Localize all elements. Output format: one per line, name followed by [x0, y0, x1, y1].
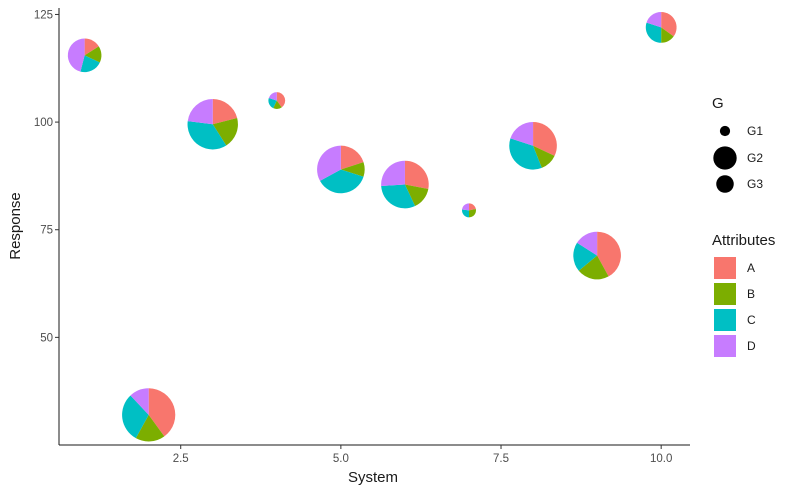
x-axis-ticks: 2.5 5.0 7.5 10.0 [173, 445, 672, 465]
size-legend-label: G1 [747, 124, 763, 138]
pie-slice-b [135, 414, 165, 442]
pie-point [645, 11, 677, 43]
x-tick-label: 5.0 [333, 453, 349, 465]
pie-slice-b [533, 145, 555, 168]
fill-legend-key-a [714, 257, 736, 279]
pie-slice-c [645, 22, 662, 43]
size-legend-label: G3 [747, 177, 763, 191]
pie-slice-c [268, 97, 277, 109]
pie-slice-d [130, 388, 149, 415]
pie-slice-a [661, 11, 677, 37]
pie-slice-b [578, 255, 609, 280]
pie-slice-b [340, 162, 365, 177]
y-tick-label: 75 [40, 225, 53, 237]
pie-point [317, 145, 365, 194]
x-tick-label: 7.5 [493, 453, 509, 465]
pie-slice-b [468, 209, 476, 218]
pie-point [509, 121, 557, 170]
x-axis-title: System [348, 469, 398, 486]
pie-point [268, 92, 286, 109]
pie-point [573, 231, 621, 280]
size-legend-key [719, 125, 731, 137]
pie-slice-c [187, 121, 227, 150]
fill-legend-label: A [747, 261, 755, 275]
pie-slice-a [212, 99, 238, 125]
pie-point [67, 38, 102, 73]
fill-legend-key-b [714, 283, 736, 305]
y-tick-label: 125 [34, 9, 53, 21]
y-tick-label: 50 [40, 332, 53, 344]
pie-slice-b [661, 27, 674, 43]
size-legend-key [713, 146, 737, 170]
pie-slice-d [317, 145, 341, 181]
pie-slice-d [381, 160, 405, 187]
pie-slice-a [340, 145, 364, 170]
pie-slice-c [509, 138, 542, 170]
pie-slice-a [404, 160, 429, 189]
pie-slice-d [462, 203, 469, 211]
fill-legend-label: C [747, 313, 756, 327]
pie-point [461, 203, 476, 218]
size-legend-title: G [712, 95, 724, 112]
pie-slice-d [187, 99, 213, 125]
pie-slice-a [148, 388, 176, 437]
y-axis-ticks: 50 75 100 125 [34, 9, 59, 344]
pie-slice-a [533, 121, 557, 156]
pie-slice-b [404, 184, 429, 207]
pie-slice-c [320, 169, 364, 194]
pie-slice-c [461, 209, 469, 218]
fill-legend-title: Attributes [712, 232, 775, 249]
pie-slice-a [276, 92, 286, 108]
pie-point [187, 99, 238, 150]
pie-point [122, 388, 176, 442]
pie-slice-c [122, 395, 149, 439]
size-legend-label: G2 [747, 151, 763, 165]
fill-legend-label: B [747, 287, 755, 301]
pie-slice-a [468, 203, 476, 211]
x-tick-label: 10.0 [650, 453, 672, 465]
pie-slice-b [84, 46, 102, 63]
size-legend-key [716, 175, 734, 193]
x-tick-label: 2.5 [173, 453, 189, 465]
pie-slice-d [268, 92, 277, 101]
pie-slice-c [381, 184, 416, 209]
pie-slice-c [80, 55, 100, 73]
pie-slice-b [273, 100, 282, 109]
pie-slice-a [84, 38, 99, 56]
pie-slice-d [510, 121, 534, 146]
plot-area [67, 11, 677, 442]
pie-slice-c [573, 242, 598, 271]
pie-slice-b [212, 117, 238, 146]
pie-slice-a [597, 231, 621, 277]
pie-point [381, 160, 429, 209]
pie-slice-d [577, 231, 598, 256]
y-axis-title: Response [7, 192, 24, 260]
pie-slice-d [646, 11, 662, 28]
fill-legend-key-c [714, 309, 736, 331]
y-tick-label: 100 [34, 117, 53, 129]
pie-slice-d [67, 38, 85, 72]
size-legend: G G1 G2 G3 [712, 95, 763, 193]
fill-legend-label: D [747, 339, 756, 353]
fill-legend-key-d [714, 335, 736, 357]
